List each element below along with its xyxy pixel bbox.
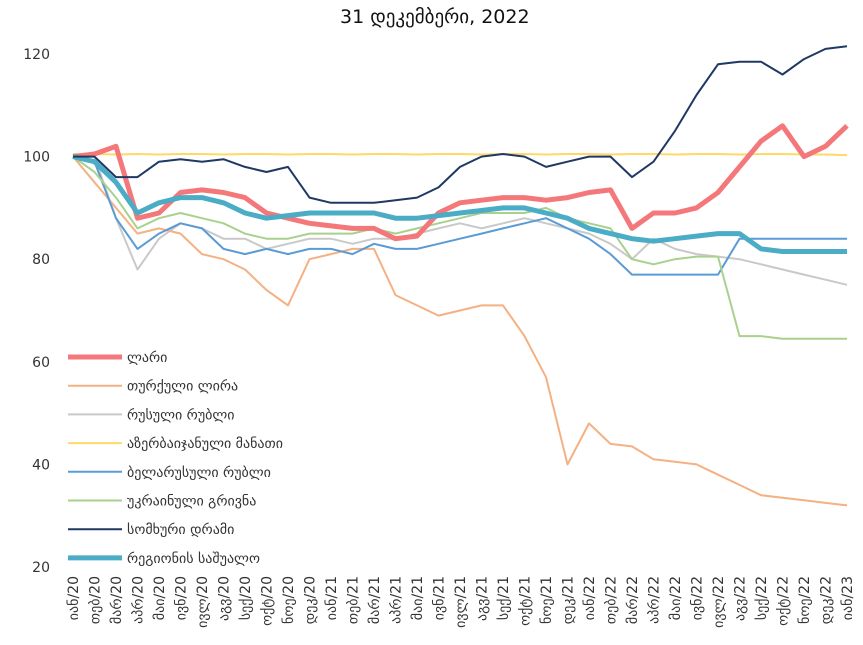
x-tick-label: იან/22	[582, 576, 598, 620]
x-tick-label: სექ/20	[238, 576, 254, 620]
x-tick-label: ივლ/21	[453, 576, 469, 628]
legend-label: ბელარუსული რუბლი	[127, 464, 271, 481]
x-tick-label: მარ/20	[108, 576, 125, 624]
x-tick-label: ივნ/22	[690, 576, 706, 620]
chart-title: 31 დეკემბერი, 2022	[340, 6, 530, 28]
series-line	[73, 45, 848, 204]
x-tick-label: ნოე/21	[539, 576, 555, 624]
x-tick-label: ივლ/20	[195, 576, 211, 628]
x-tick-label: თებ/20	[88, 576, 104, 624]
x-tick-label: აგვ/21	[475, 576, 491, 621]
y-tick-label: 80	[32, 252, 50, 268]
x-tick-label: მარ/21	[366, 576, 383, 624]
x-tick-label: აპრ/22	[646, 576, 663, 624]
x-tick-label: ნოე/20	[281, 576, 297, 624]
y-tick-label: 20	[32, 560, 50, 576]
x-tick-label: აგვ/20	[217, 576, 233, 621]
x-tick-label: აპრ/21	[388, 576, 405, 624]
x-tick-label: ოქტ/21	[518, 576, 534, 626]
series-line	[72, 155, 847, 340]
legend-label: რეგიონის საშუალო	[127, 550, 260, 567]
series-line	[72, 154, 847, 254]
x-tick-label: მაი/21	[410, 576, 426, 620]
series-line	[72, 155, 847, 276]
x-tick-label: დეკ/22	[819, 576, 835, 624]
legend-label: რუსული რუბლი	[127, 406, 235, 423]
legend-label: ლარი	[127, 349, 167, 366]
x-tick-label: ივნ/21	[432, 576, 448, 620]
x-tick-label: იან/21	[324, 576, 340, 620]
y-tick-label: 100	[23, 150, 50, 166]
x-tick-label: იან/20	[66, 576, 82, 620]
x-tick-label: მაი/22	[668, 576, 684, 620]
series-line	[72, 123, 849, 242]
legend-label: თურქული ლირა	[127, 378, 238, 395]
x-tick-label: თებ/22	[604, 576, 620, 624]
x-tick-label: სექ/21	[496, 576, 512, 620]
x-tick-label: მაი/20	[152, 576, 168, 620]
x-tick-label: აგვ/22	[733, 576, 749, 621]
legend-label: სომხური დრამი	[127, 521, 234, 538]
legend-label: აზერბაიჯანული მანათი	[127, 435, 283, 452]
y-tick-label: 40	[32, 457, 50, 473]
series-line	[72, 155, 848, 507]
series-line	[73, 153, 848, 157]
x-tick-label: სექ/22	[754, 576, 770, 620]
x-tick-label: ნოე/22	[797, 576, 813, 624]
y-tick-label: 60	[32, 355, 50, 371]
x-tick-label: აპრ/20	[130, 576, 147, 624]
y-tick-label: 120	[23, 47, 50, 63]
x-tick-label: ოქტ/22	[776, 576, 792, 626]
x-tick-label: დეკ/21	[561, 576, 577, 624]
x-tick-label: თებ/21	[346, 576, 362, 624]
x-tick-label: იან/23	[840, 576, 856, 620]
x-tick-label: მარ/22	[624, 576, 641, 624]
x-tick-label: ივნ/20	[174, 576, 190, 620]
x-tick-label: დეკ/20	[303, 576, 319, 624]
x-tick-label: ოქტ/20	[260, 576, 276, 626]
x-tick-label: ივლ/22	[711, 576, 727, 628]
legend-label: უკრაინული გრივნა	[127, 493, 256, 510]
